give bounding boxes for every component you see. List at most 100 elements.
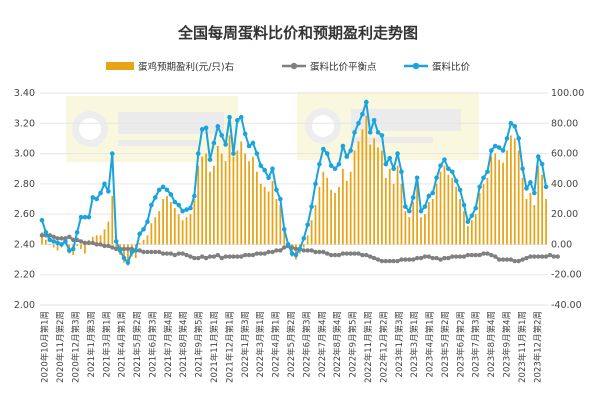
profit-bar (490, 156, 493, 245)
ratio-point (356, 120, 361, 126)
ratio-point (496, 145, 502, 150)
ratio-point (418, 208, 424, 214)
profit-bar (502, 162, 504, 245)
breakeven-point (86, 240, 92, 246)
profit-bar (326, 177, 329, 245)
ratio-point (129, 249, 135, 255)
breakeven-point (207, 254, 213, 259)
profit-bar (467, 226, 469, 245)
ratio-point (340, 143, 346, 149)
breakeven-point (360, 252, 365, 258)
left-tick-label: 2.00 (14, 300, 35, 311)
ratio-point (301, 236, 307, 241)
profit-bar (525, 199, 528, 245)
ratio-point (535, 154, 541, 159)
breakeven-point (508, 257, 514, 262)
profit-bar (267, 191, 270, 245)
legend-swatch-profit (106, 62, 134, 70)
profit-bar (248, 161, 250, 245)
ratio-point (63, 239, 68, 244)
ratio-point (367, 130, 373, 135)
ratio-point (78, 214, 84, 220)
ratio-point (133, 248, 139, 253)
breakeven-point (274, 248, 279, 253)
ratio-point (395, 151, 400, 156)
breakeven-point (465, 252, 471, 258)
breakeven-point (328, 252, 334, 258)
ratio-point (145, 219, 150, 225)
breakeven-point (196, 255, 201, 261)
breakeven-point (399, 257, 404, 262)
right-tick-label: 20.00 (551, 209, 578, 220)
breakeven-point (332, 252, 338, 258)
breakeven-point (356, 251, 361, 256)
breakeven-point (379, 258, 385, 264)
ratio-point (524, 186, 529, 191)
breakeven-point (481, 251, 486, 256)
ratio-point (371, 117, 377, 123)
breakeven-point (348, 251, 353, 256)
breakeven-point (262, 251, 267, 256)
profit-bar (283, 229, 286, 245)
profit-bar (427, 202, 430, 245)
profit-bar (373, 138, 375, 245)
breakeven-point (532, 254, 537, 259)
profit-bar (259, 183, 262, 245)
ratio-point (489, 148, 494, 153)
ratio-point (309, 204, 314, 209)
ratio-point (160, 184, 166, 190)
breakeven-point (539, 254, 545, 259)
profit-bar (111, 195, 114, 245)
ratio-point (379, 133, 385, 138)
ratio-point (164, 187, 170, 193)
ratio-point (453, 178, 459, 184)
left-tick-label: 2.80 (14, 179, 35, 190)
x-tick-label: 2023年8月第4周 (486, 311, 497, 377)
breakeven-point (160, 251, 166, 256)
breakeven-point (246, 252, 252, 258)
ratio-point (281, 226, 287, 232)
x-tick-label: 2022年7月第4周 (317, 311, 328, 377)
chart-title: 全国每周蛋料比价和预期盈利走势图 (177, 24, 418, 42)
profit-bar (95, 235, 98, 245)
ratio-point (328, 163, 334, 168)
ratio-point (469, 213, 475, 218)
breakeven-point (219, 255, 224, 261)
profit-bar (517, 150, 520, 245)
ratio-point (176, 202, 182, 208)
breakeven-point (125, 246, 131, 252)
profit-bar (447, 174, 450, 245)
ratio-point (516, 136, 521, 141)
legend-label-profit: 蛋鸡预期盈利(元/只)右 (138, 61, 234, 73)
profit-bar (189, 214, 192, 245)
ratio-point (223, 142, 228, 147)
breakeven-point (180, 251, 185, 256)
ratio-point (391, 166, 396, 172)
ratio-point (227, 114, 232, 120)
breakeven-point (469, 252, 474, 258)
ratio-point (360, 111, 365, 117)
breakeven-point (516, 258, 521, 264)
profit-bar (459, 199, 461, 245)
ratio-point (188, 205, 193, 211)
breakeven-point (352, 251, 357, 256)
right-tick-label: 60.00 (551, 149, 578, 160)
profit-bar (166, 195, 168, 245)
right-tick-label: 80.00 (551, 118, 578, 129)
ratio-point (477, 184, 482, 190)
x-tick-label: 2021年11月第1周 (209, 311, 220, 383)
breakeven-point (555, 254, 560, 259)
ratio-point (74, 230, 80, 235)
ratio-point (430, 190, 436, 196)
profit-bar (318, 186, 321, 245)
profit-bar (381, 150, 383, 245)
breakeven-point (184, 252, 189, 258)
legend: 蛋鸡预期盈利(元/只)右 蛋料比价平衡点 蛋料比价 (106, 61, 471, 73)
legend-marker-breakeven (290, 62, 298, 70)
x-tick-label: 2021年12月第1周 (224, 311, 235, 383)
ratio-point (102, 181, 107, 187)
breakeven-point (145, 249, 150, 255)
profit-bar (314, 205, 317, 245)
ratio-point (215, 124, 221, 129)
